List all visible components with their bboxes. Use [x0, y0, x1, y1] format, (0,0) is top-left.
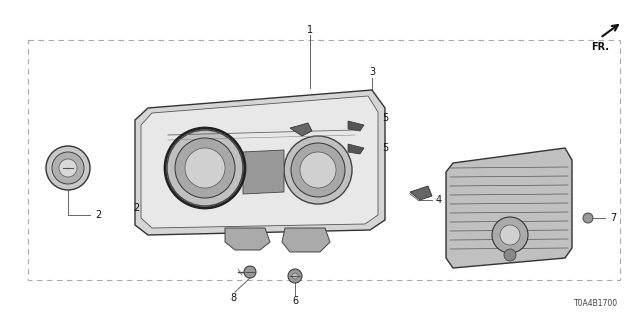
- Circle shape: [59, 159, 77, 177]
- Circle shape: [185, 148, 225, 188]
- Polygon shape: [290, 123, 312, 136]
- Text: 6: 6: [292, 296, 298, 306]
- Text: 4: 4: [436, 195, 442, 205]
- Polygon shape: [410, 186, 432, 200]
- Polygon shape: [141, 96, 378, 228]
- Text: FR.: FR.: [591, 42, 609, 52]
- Circle shape: [300, 152, 336, 188]
- Polygon shape: [243, 150, 284, 194]
- Text: 4: 4: [252, 113, 258, 123]
- Circle shape: [492, 217, 528, 253]
- Polygon shape: [225, 228, 270, 250]
- Circle shape: [288, 269, 302, 283]
- Circle shape: [500, 225, 520, 245]
- Circle shape: [504, 249, 516, 261]
- Circle shape: [244, 266, 256, 278]
- Circle shape: [175, 138, 235, 198]
- Text: 5: 5: [382, 113, 388, 123]
- Polygon shape: [348, 121, 364, 131]
- Polygon shape: [348, 144, 364, 154]
- Text: T0A4B1700: T0A4B1700: [574, 299, 618, 308]
- Circle shape: [291, 143, 345, 197]
- Polygon shape: [282, 228, 330, 252]
- Text: 3: 3: [369, 67, 375, 77]
- Circle shape: [292, 273, 298, 279]
- Text: 2: 2: [134, 203, 140, 213]
- Circle shape: [46, 146, 90, 190]
- Polygon shape: [135, 90, 385, 235]
- Circle shape: [167, 130, 243, 206]
- Circle shape: [583, 213, 593, 223]
- Text: 8: 8: [230, 293, 236, 303]
- Circle shape: [284, 136, 352, 204]
- Text: 7: 7: [610, 213, 616, 223]
- Text: 1: 1: [307, 25, 313, 35]
- Circle shape: [52, 152, 84, 184]
- Polygon shape: [446, 148, 572, 268]
- Text: 5: 5: [382, 143, 388, 153]
- Text: 2: 2: [95, 210, 101, 220]
